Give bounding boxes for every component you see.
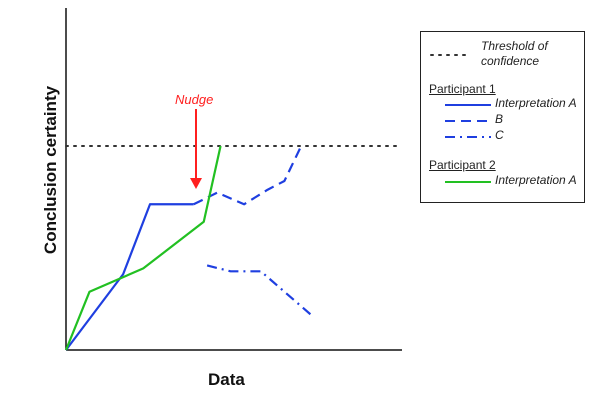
series-line-3	[206, 264, 313, 316]
legend-participant1-heading: Participant 1	[429, 82, 496, 96]
legend-threshold-sample	[430, 54, 468, 56]
legend-p2-a-label: Interpretation A	[495, 173, 577, 187]
legend-p1-a-sample	[445, 104, 491, 106]
legend-threshold-line1: Threshold of	[481, 39, 548, 53]
nudge-arrowhead	[190, 178, 202, 189]
legend-p1-b-label: B	[495, 112, 504, 126]
legend-p1-c-sample	[445, 136, 491, 138]
legend-p1-b-sample	[445, 120, 491, 122]
legend-p1-a-label: Interpretation A	[495, 96, 577, 110]
legend-threshold-line2: confidence	[481, 54, 540, 68]
x-axis-label: Data	[208, 370, 245, 389]
series-line-2	[193, 145, 303, 206]
y-axis-label: Conclusion certainty	[41, 85, 60, 255]
series-layer	[64, 145, 313, 351]
legend-p1-c-label: C	[495, 128, 504, 142]
legend-participant2-heading: Participant 2	[429, 158, 496, 172]
series-line-4	[64, 145, 222, 351]
legend-p2-a-sample	[445, 181, 491, 183]
series-line-1	[65, 203, 194, 351]
legend: Threshold of confidence Participant 1 In…	[420, 31, 585, 203]
nudge-label: Nudge	[175, 92, 214, 107]
